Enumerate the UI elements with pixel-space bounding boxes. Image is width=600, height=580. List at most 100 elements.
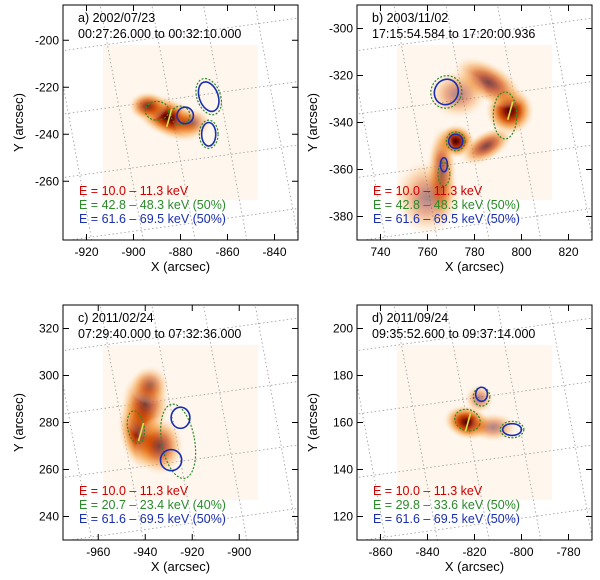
mid-energy-contour	[170, 105, 191, 126]
y-tick-label: 260	[39, 463, 59, 477]
x-axis-label: X (arcsec)	[151, 559, 210, 574]
heliographic-grid	[63, 305, 298, 540]
panel-time-range: 17:15:54.584 to 17:20:00.936	[372, 27, 535, 41]
panel-d: -860 -840 -820 -800 -780 120 140 160 180 200 X (ar…	[305, 304, 593, 574]
high-energy-contour	[170, 406, 191, 430]
emission-source	[134, 416, 185, 476]
legend-entry: E = 10.0 – 11.3 keV	[373, 484, 483, 498]
legend-entry: E = 42.8 – 48.3 keV (50%)	[79, 198, 226, 212]
x-tick-label: 780	[464, 245, 484, 259]
legend-entry: E = 61.6 – 69.5 keV (50%)	[79, 212, 226, 226]
panel-b: 740 760 780 800 820 -380 -360 -340 -320 -300 X (ar…	[305, 4, 593, 274]
panel-date: b) 2003/11/02	[372, 11, 448, 25]
x-tick-label: -840	[415, 545, 439, 559]
x-axis-label: X (arcsec)	[445, 559, 504, 574]
legend-entry: E = 10.0 – 11.3 keV	[79, 484, 189, 498]
x-axis-label: X (arcsec)	[445, 259, 504, 274]
high-energy-contour	[200, 121, 217, 147]
x-tick-label: -860	[215, 245, 239, 259]
emission-source	[130, 365, 170, 405]
x-tick-label: -960	[86, 545, 110, 559]
x-tick-label: -840	[262, 245, 286, 259]
mid-energy-contour	[499, 420, 525, 439]
panel-date: c) 2011/02/24	[78, 311, 154, 325]
emission-source	[392, 158, 463, 238]
y-tick-label: 240	[39, 510, 59, 524]
y-tick-label: 140	[333, 463, 353, 477]
mid-energy-contour	[492, 91, 518, 140]
y-tick-label: -240	[35, 127, 59, 141]
emission-source	[468, 412, 518, 443]
x-tick-label: -800	[509, 545, 533, 559]
x-tick-label: -900	[227, 545, 251, 559]
overlay-marker	[165, 108, 173, 128]
y-axis-label: Y (arcsec)	[305, 393, 320, 452]
legend-entry: E = 29.8 – 33.6 keV (50%)	[373, 498, 520, 512]
x-tick-label: -780	[556, 545, 580, 559]
heliographic-grid	[63, 5, 298, 240]
x-tick-label: -860	[368, 545, 392, 559]
mid-energy-contour	[437, 161, 451, 187]
y-tick-label: 160	[333, 416, 353, 430]
y-axis-label: Y (arcsec)	[305, 93, 320, 152]
legend-entry: E = 20.7 – 23.4 keV (40%)	[79, 498, 226, 512]
x-tick-label: -920	[180, 545, 204, 559]
x-tick-label: -900	[121, 245, 145, 259]
overlay-marker	[464, 413, 472, 432]
y-tick-label: 180	[333, 369, 353, 383]
overlay-marker	[506, 101, 514, 120]
mid-energy-contour	[126, 410, 146, 445]
panel-c: -960 -940 -920 -900 240 260 280 300 320 X (arcsec…	[11, 304, 299, 574]
legend-entry: E = 10.0 – 11.3 keV	[79, 184, 189, 198]
mid-energy-contour	[445, 131, 466, 152]
legend-entry: E = 42.8 – 48.3 keV (50%)	[373, 198, 520, 212]
high-energy-contour	[439, 156, 449, 173]
y-tick-label: -260	[35, 174, 59, 188]
x-tick-label: 760	[417, 245, 437, 259]
mid-energy-contour	[195, 77, 223, 116]
legend-entry: E = 61.6 – 69.5 keV (50%)	[373, 512, 520, 526]
y-tick-label: -380	[329, 210, 353, 224]
y-tick-label: -360	[329, 163, 353, 177]
y-tick-label: -220	[35, 80, 59, 94]
y-tick-label: 320	[39, 322, 59, 336]
x-tick-label: 740	[370, 245, 390, 259]
y-tick-label: 300	[39, 369, 59, 383]
emission-source	[127, 91, 168, 121]
x-tick-label: -820	[462, 545, 486, 559]
y-tick-label: -320	[329, 69, 353, 83]
mid-energy-contour	[160, 403, 197, 480]
x-tick-label: -920	[74, 245, 98, 259]
x-axis-label: X (arcsec)	[151, 259, 210, 274]
high-energy-contour	[159, 448, 183, 472]
y-tick-label: -340	[329, 116, 353, 130]
high-energy-contour	[501, 422, 523, 437]
mid-energy-contour	[144, 100, 170, 121]
high-energy-contour	[176, 106, 195, 125]
y-axis-label: Y (arcsec)	[11, 393, 26, 452]
panel-time-range: 07:29:40.000 to 07:32:36.000	[78, 327, 241, 341]
x-tick-label: -940	[133, 545, 157, 559]
overlay-marker	[137, 422, 145, 442]
x-tick-label: 820	[558, 245, 578, 259]
x-tick-label: 800	[511, 245, 531, 259]
panel-time-range: 00:27:26.000 to 00:32:10.000	[78, 27, 241, 41]
mid-energy-contour	[198, 119, 219, 149]
x-tick-label: -880	[168, 245, 192, 259]
high-energy-contour	[447, 133, 464, 150]
high-energy-contour	[433, 78, 460, 106]
panel-a: -920 -900 -880 -860 -840 -260 -240 -220 -200 X (a…	[11, 4, 299, 274]
y-tick-label: -300	[329, 22, 353, 36]
high-energy-contour	[474, 386, 489, 403]
y-tick-label: 200	[333, 322, 353, 336]
panel-date: d) 2011/09/24	[372, 311, 448, 325]
panel-time-range: 09:35:52.600 to 09:37:14.000	[372, 327, 535, 341]
legend-entry: E = 61.6 – 69.5 keV (50%)	[79, 512, 226, 526]
legend-entry: E = 61.6 – 69.5 keV (50%)	[373, 212, 520, 226]
y-tick-label: -200	[35, 33, 59, 47]
panel-date: a) 2002/07/23	[78, 11, 155, 25]
y-tick-label: 120	[333, 510, 353, 524]
y-tick-label: 280	[39, 416, 59, 430]
y-axis-label: Y (arcsec)	[11, 93, 26, 152]
